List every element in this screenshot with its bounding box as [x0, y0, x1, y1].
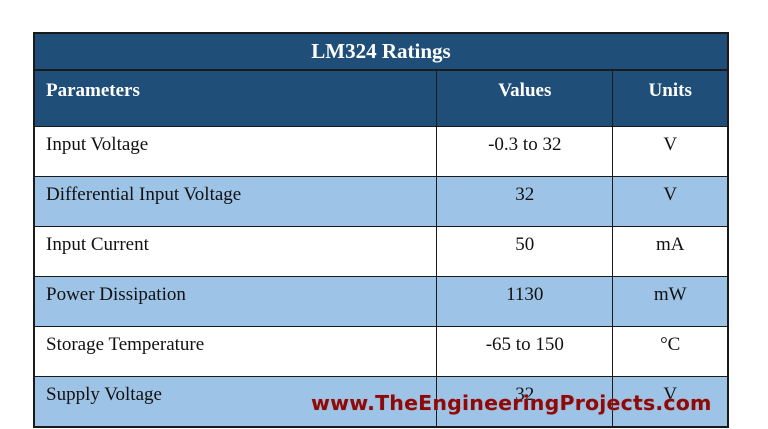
- table-row: Input Current 50 mA: [33, 226, 729, 277]
- parameter-cell: Power Dissipation: [33, 276, 438, 327]
- unit-cell: °C: [612, 326, 729, 377]
- parameter-cell: Input Voltage: [33, 126, 438, 177]
- header-units: Units: [612, 69, 729, 127]
- table-row: Power Dissipation 1130 mW: [33, 276, 729, 327]
- lm324-ratings-table: LM324 Ratings Parameters Values Units In…: [33, 32, 729, 428]
- table-row: Supply Voltage 32 V: [33, 376, 729, 428]
- parameter-cell: Input Current: [33, 226, 438, 277]
- parameter-cell: Differential Input Voltage: [33, 176, 438, 227]
- header-values: Values: [436, 69, 614, 127]
- unit-cell: V: [612, 176, 729, 227]
- unit-cell: mW: [612, 276, 729, 327]
- value-cell: -65 to 150: [436, 326, 614, 377]
- table-row: Storage Temperature -65 to 150 °C: [33, 326, 729, 377]
- table-row: Differential Input Voltage 32 V: [33, 176, 729, 227]
- value-cell: 32: [436, 376, 614, 428]
- table-header-row: Parameters Values Units: [33, 69, 729, 127]
- website-watermark: www.TheEngineeringProjects.com: [311, 391, 712, 415]
- header-parameters: Parameters: [33, 69, 438, 127]
- value-cell: 1130: [436, 276, 614, 327]
- table-title-row: LM324 Ratings: [33, 32, 729, 71]
- table-title: LM324 Ratings: [33, 32, 729, 71]
- unit-cell: V: [612, 126, 729, 177]
- parameter-cell: Supply Voltage: [33, 376, 438, 428]
- value-cell: 32: [436, 176, 614, 227]
- unit-cell: mA: [612, 226, 729, 277]
- table-row: Input Voltage -0.3 to 32 V: [33, 126, 729, 177]
- value-cell: -0.3 to 32: [436, 126, 614, 177]
- value-cell: 50: [436, 226, 614, 277]
- parameter-cell: Storage Temperature: [33, 326, 438, 377]
- unit-cell: V: [612, 376, 729, 428]
